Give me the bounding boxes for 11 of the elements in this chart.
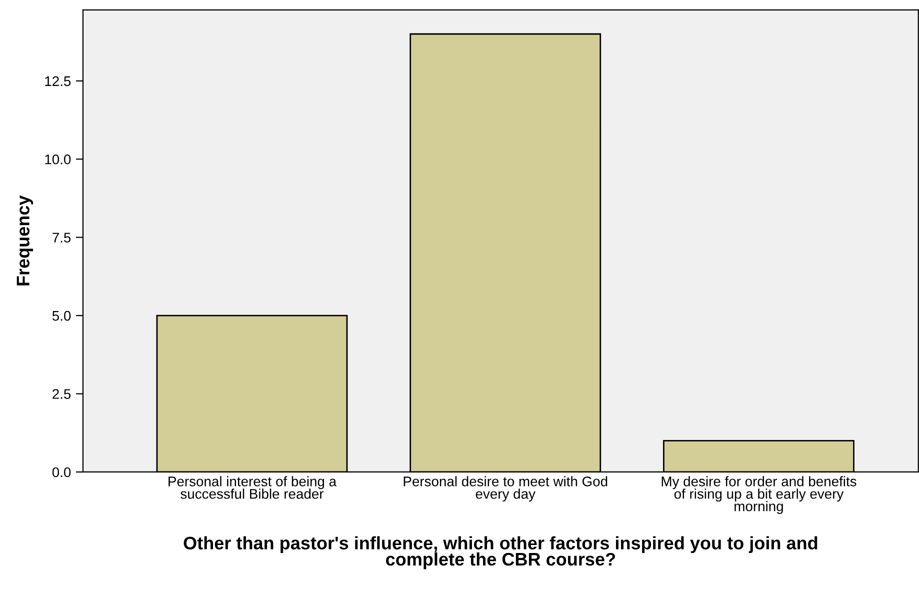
- x-tick-label: Personal interest of being a successful Bible reader: [168, 476, 337, 499]
- y-tick-label: 5.0: [52, 310, 71, 321]
- y-tick-label: 0.0: [52, 467, 71, 478]
- y-tick-label: 2.5: [52, 389, 71, 399]
- y-tick-label: 12.5: [45, 76, 71, 86]
- y-tick-label: 7.5: [52, 232, 71, 243]
- y-tick-label: 10.0: [45, 154, 71, 164]
- x-tick-label: My desire for order and benefits of rising up a bit early every morning: [662, 476, 856, 514]
- y-axis-title: Frequency: [16, 195, 34, 286]
- x-axis-title: Other than pastor's influence, which other factors inspired you to join and complete the CBR course?: [184, 536, 818, 570]
- x-tick-label: Personal desire to meet with God every day: [404, 476, 608, 502]
